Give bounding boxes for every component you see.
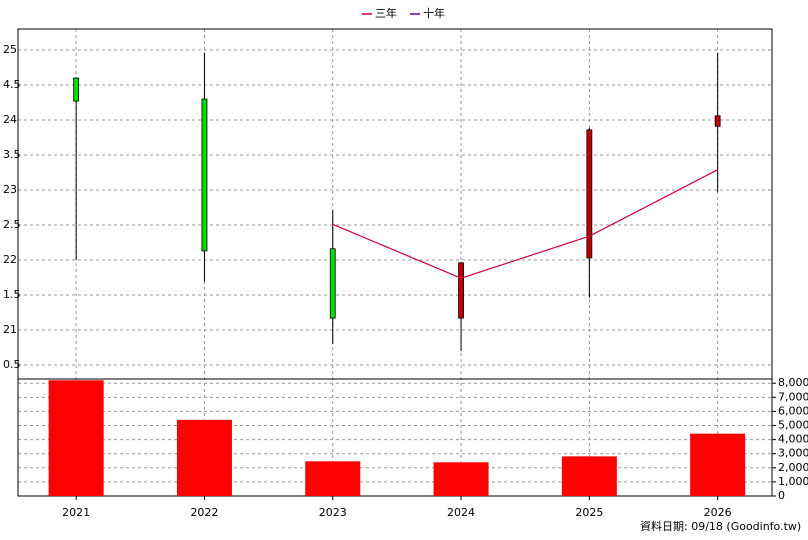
x-tick-label: 2022 (190, 506, 218, 519)
candle-body (458, 262, 464, 319)
legend-label: 三年 (375, 6, 397, 20)
y-tick-label: 0.5 (3, 358, 21, 371)
x-tick-label: 2024 (447, 506, 475, 519)
x-tick-label: 2023 (319, 506, 347, 519)
y-tick-label: 22 (3, 253, 17, 266)
x-tick-label: 2021 (62, 506, 90, 519)
y-tick-label: 24 (3, 113, 17, 126)
candle-body (714, 115, 721, 127)
candle-body (329, 248, 336, 319)
y-tick-label: 25 (3, 43, 17, 56)
y2-tick-label: 8,000 (778, 376, 808, 389)
volume-bar (561, 456, 617, 496)
volume-bar (176, 419, 232, 496)
candle-body (586, 129, 593, 259)
y2-tick-label: 4,000 (778, 433, 808, 446)
y-tick-label: 2.5 (3, 218, 21, 231)
volume-bar (305, 461, 361, 496)
volume-bar (690, 433, 746, 496)
line-series (332, 169, 718, 279)
x-tick-label: 2026 (704, 506, 732, 519)
y2-tick-label: 0 (778, 489, 785, 502)
y-tick-label: 4.5 (3, 78, 21, 91)
legend-label: 十年 (423, 6, 445, 20)
y-tick-label: 23 (3, 183, 17, 196)
y2-tick-label: 6,000 (778, 404, 808, 417)
y2-tick-label: 3,000 (778, 447, 808, 460)
y2-tick-label: 1,000 (778, 475, 808, 488)
y2-tick-label: 5,000 (778, 419, 808, 432)
y2-tick-label: 2,000 (778, 461, 808, 474)
x-tick-label: 2025 (575, 506, 603, 519)
y-tick-label: 3.5 (3, 148, 21, 161)
volume-frame (17, 378, 773, 497)
y-tick-label: 1.5 (3, 288, 21, 301)
candle-body (73, 77, 80, 102)
volume-bar (433, 462, 489, 496)
y-tick-label: 21 (3, 323, 17, 336)
volume-bar (48, 380, 104, 496)
y2-tick-label: 7,000 (778, 390, 808, 403)
footer: 資料日期: 09/18 (Goodinfo.tw) (640, 519, 801, 533)
candle-body (201, 98, 208, 252)
